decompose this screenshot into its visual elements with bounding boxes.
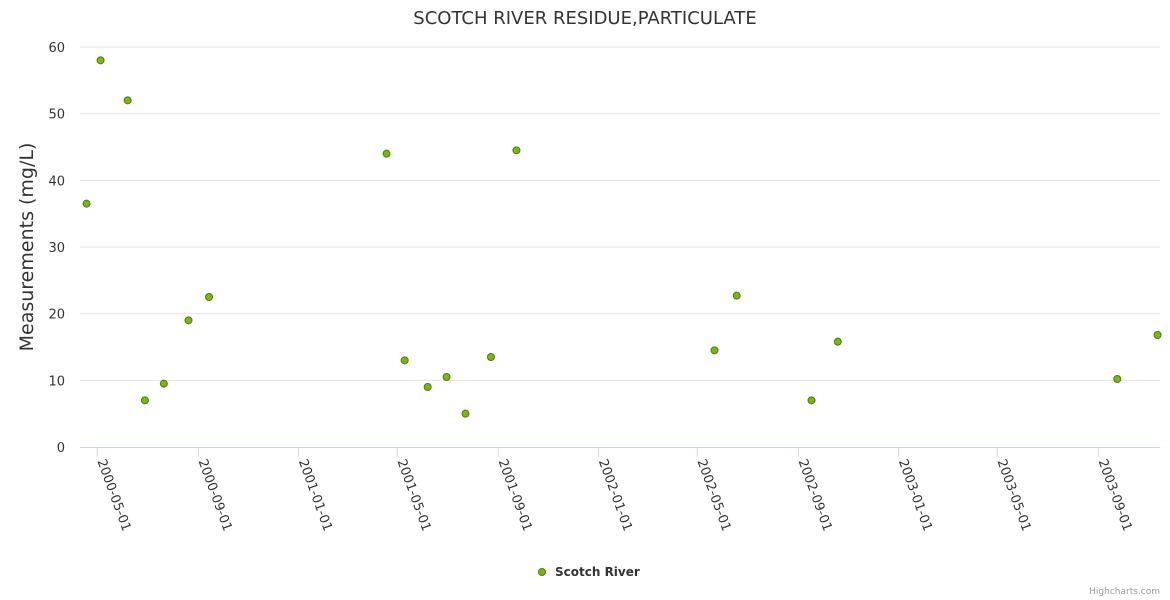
x-axis: 2000-05-01 2000-09-01 2001-01-01 2001-05-01… xyxy=(80,447,1160,533)
data-point[interactable] xyxy=(382,149,391,158)
y-tick-label: 20 xyxy=(48,308,65,323)
data-point[interactable] xyxy=(96,56,105,65)
data-point[interactable] xyxy=(205,293,214,301)
x-tick-label: 2003-01-01 xyxy=(895,457,935,533)
data-points xyxy=(82,56,1162,418)
data-point[interactable] xyxy=(184,316,193,325)
x-tick-label: 2001-01-01 xyxy=(295,457,335,533)
data-point[interactable] xyxy=(82,199,91,208)
x-tick-label: 2002-09-01 xyxy=(795,457,835,533)
data-point[interactable] xyxy=(159,379,168,388)
y-tick-label: 50 xyxy=(48,108,65,123)
credits-link[interactable]: Highcharts.com xyxy=(1089,587,1160,597)
y-tick-label: 30 xyxy=(48,241,65,256)
y-tick-label: 40 xyxy=(48,174,65,189)
x-tick-label: 2002-01-01 xyxy=(595,457,635,533)
data-point[interactable] xyxy=(123,96,132,105)
data-point[interactable] xyxy=(140,396,149,405)
data-point[interactable] xyxy=(442,373,451,381)
legend-label: Scotch River xyxy=(555,565,640,579)
data-point[interactable] xyxy=(400,356,409,365)
gridlines xyxy=(80,46,1160,381)
x-tick-label: 2000-09-01 xyxy=(195,457,235,533)
y-axis-title: Measurements (mg/L) xyxy=(16,143,38,352)
x-tick-label: 2003-05-01 xyxy=(994,457,1034,533)
data-point[interactable] xyxy=(710,346,719,355)
y-axis-ticks: 0 10 20 30 40 50 60 xyxy=(48,41,65,456)
data-point[interactable] xyxy=(512,146,521,155)
x-tick-label: 2000-05-01 xyxy=(94,457,134,533)
x-tick-label: 2001-05-01 xyxy=(394,457,434,533)
y-tick-label: 60 xyxy=(48,41,65,56)
data-point[interactable] xyxy=(732,291,741,300)
y-tick-label: 10 xyxy=(48,374,65,389)
data-point[interactable] xyxy=(423,383,432,391)
data-point[interactable] xyxy=(1113,375,1122,383)
y-tick-label: 0 xyxy=(57,441,65,456)
data-point[interactable] xyxy=(807,396,816,405)
data-point[interactable] xyxy=(486,353,495,361)
x-tick-label: 2001-09-01 xyxy=(495,457,535,533)
legend-marker xyxy=(538,568,546,576)
chart-title: SCOTCH RIVER RESIDUE,PARTICULATE xyxy=(413,8,756,29)
data-point[interactable] xyxy=(1153,331,1162,339)
x-tick-label: 2003-09-01 xyxy=(1095,457,1135,533)
data-point[interactable] xyxy=(461,409,470,418)
data-point[interactable] xyxy=(833,337,842,346)
legend[interactable]: Scotch River xyxy=(538,565,640,579)
x-tick-label: 2002-05-01 xyxy=(694,457,734,533)
